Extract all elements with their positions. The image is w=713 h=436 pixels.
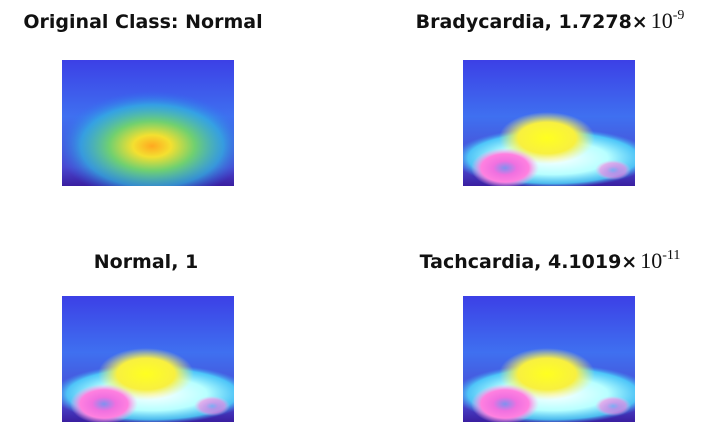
heatmap	[52, 296, 252, 424]
panel-title: Tachcardia, 4.1019× 10-11	[420, 248, 681, 273]
power-exponent: -9	[673, 8, 685, 23]
panel: Original Class: Normal	[23, 11, 263, 186]
heatmap	[453, 60, 653, 188]
power-base: 10	[640, 248, 662, 273]
panel: Normal, 1	[52, 251, 252, 424]
panel-title: Bradycardia, 1.7278× 10-9	[416, 8, 685, 33]
power-exponent: -11	[662, 248, 680, 263]
title-text: Bradycardia, 1.7278×	[416, 11, 648, 33]
heatmap	[62, 60, 234, 186]
panel-title: Normal, 1	[94, 251, 199, 273]
power-base: 10	[651, 8, 673, 33]
title-text: Tachcardia, 4.1019×	[420, 251, 638, 273]
panel-title: Original Class: Normal	[23, 11, 262, 33]
panel: Bradycardia, 1.7278× 10-9	[416, 8, 685, 188]
heatmap	[453, 296, 653, 424]
panel: Tachcardia, 4.1019× 10-11	[420, 248, 681, 424]
